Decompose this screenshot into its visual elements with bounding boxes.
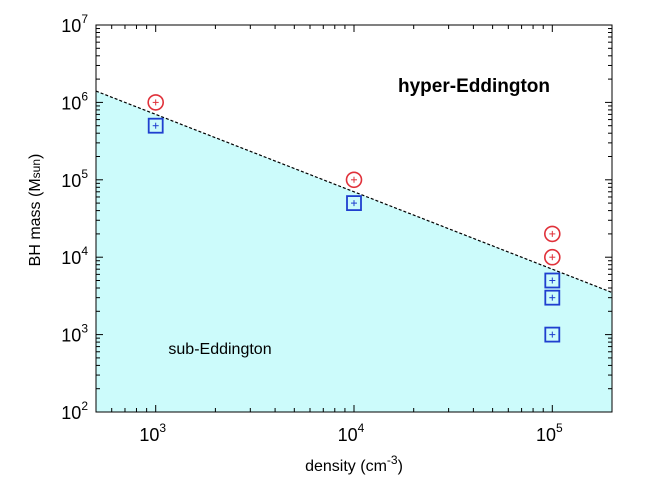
eddington-boundary-line — [95, 90, 613, 294]
square-marker — [544, 289, 561, 306]
circle-marker-ring — [345, 171, 363, 189]
y-axis-label-text: BH mass (M — [27, 178, 44, 266]
data-markers-layer — [147, 94, 561, 343]
y-tick-base: 10 — [61, 248, 81, 268]
x-tick-base: 10 — [338, 425, 358, 445]
circle-marker — [147, 94, 164, 111]
y-axis-label: BH mass (Msun) — [27, 154, 44, 267]
region-label-sub-eddington: sub-Eddington — [168, 341, 271, 358]
y-axis-label-close: ) — [27, 154, 44, 159]
square-marker — [544, 326, 561, 343]
y-tick-base: 10 — [61, 403, 81, 423]
x-tick-label: 105 — [536, 421, 563, 445]
square-marker — [147, 117, 164, 134]
y-tick-label: 103 — [61, 322, 88, 346]
circle-marker — [345, 171, 363, 189]
y-tick-label: 106 — [61, 89, 88, 113]
y-tick-label: 107 — [61, 12, 88, 36]
y-tick-exponent: 6 — [81, 89, 88, 103]
x-tick-exponent: 5 — [556, 421, 563, 435]
x-tick-label: 103 — [139, 421, 166, 445]
square-marker-box — [147, 117, 164, 134]
square-marker-box — [346, 195, 362, 211]
square-marker — [544, 272, 561, 289]
x-axis-label-text: density (cm — [305, 458, 387, 475]
x-tick-base: 10 — [139, 425, 159, 445]
y-tick-exponent: 2 — [81, 399, 88, 413]
y-tick-exponent: 3 — [81, 322, 88, 336]
x-axis-label: density (cm-3) — [305, 453, 403, 475]
circle-marker-ring — [147, 94, 164, 111]
square-marker — [346, 195, 362, 211]
sub-eddington-region-layer — [96, 91, 612, 412]
region-label-hyper-eddington: hyper-Eddington — [398, 76, 550, 97]
x-axis-label-close: ) — [398, 458, 403, 475]
y-tick-label: 102 — [61, 399, 88, 423]
square-marker-box — [544, 289, 561, 306]
x-axis-label-sup: -3 — [387, 453, 398, 467]
y-tick-base: 10 — [61, 93, 81, 113]
x-tick-base: 10 — [536, 425, 556, 445]
y-tick-label: 105 — [61, 167, 88, 191]
eddington-boundary-layer — [95, 90, 613, 294]
y-tick-exponent: 4 — [81, 244, 88, 258]
x-tick-exponent: 3 — [159, 421, 166, 435]
square-marker-box — [544, 326, 561, 343]
y-tick-label: 104 — [61, 244, 88, 268]
y-tick-exponent: 5 — [81, 167, 88, 181]
square-marker-box — [544, 272, 561, 289]
y-tick-base: 10 — [61, 16, 81, 36]
axes-frame-layer — [95, 24, 613, 413]
sub-eddington-region — [96, 91, 612, 412]
circle-marker-ring — [544, 225, 561, 243]
x-tick-exponent: 4 — [358, 421, 365, 435]
x-tick-label: 104 — [338, 421, 365, 445]
y-axis-label-sub: sun — [29, 159, 43, 178]
circle-marker — [544, 225, 561, 243]
y-tick-base: 10 — [61, 171, 81, 191]
y-tick-exponent: 7 — [81, 12, 88, 26]
circle-marker-ring — [544, 248, 561, 266]
circle-marker — [544, 248, 561, 266]
y-tick-base: 10 — [61, 326, 81, 346]
